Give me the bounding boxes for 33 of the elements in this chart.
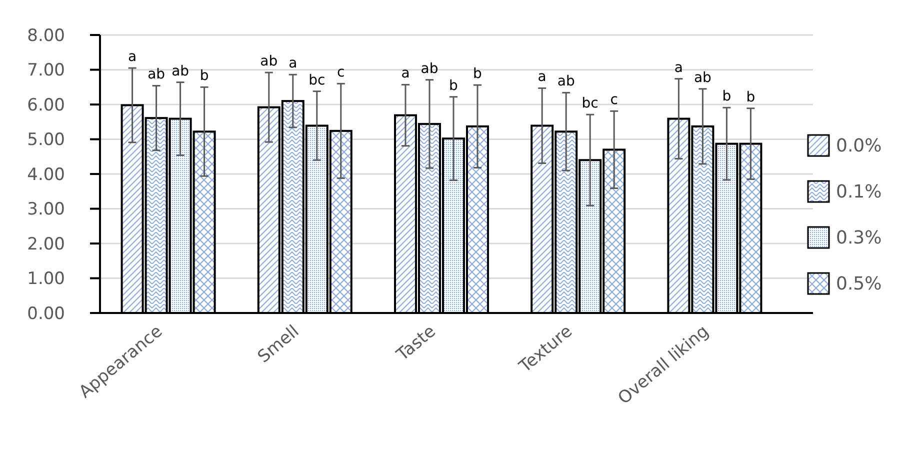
annotation: b — [746, 89, 756, 106]
annotation: ab — [557, 74, 575, 90]
legend-label: 0.0% — [836, 135, 882, 156]
annotation: c — [337, 64, 345, 81]
legend-label: 0.5% — [836, 273, 882, 294]
annotation: ab — [420, 60, 438, 77]
legend-label: 0.3% — [836, 227, 882, 248]
y-tick-label: 3.00 — [27, 200, 65, 220]
annotation: a — [674, 60, 683, 76]
annotation: bc — [582, 96, 598, 112]
annotation: a — [288, 56, 298, 72]
annotation: c — [610, 92, 618, 108]
legend-label: 0.1% — [836, 181, 882, 202]
annotation: ab — [260, 54, 278, 70]
annotation: bc — [308, 72, 326, 88]
annotation: b — [449, 78, 458, 94]
annotation: ab — [694, 70, 712, 86]
y-tick-label: 4.00 — [27, 164, 65, 185]
annotation: a — [128, 49, 137, 66]
annotation: b — [473, 66, 482, 82]
y-tick-label: 1.00 — [27, 269, 65, 290]
annotation: b — [722, 88, 732, 105]
y-tick-label: 0.00 — [27, 304, 65, 324]
y-tick-label: 6.00 — [27, 95, 65, 116]
annotation: a — [538, 69, 546, 86]
annotation: b — [200, 68, 209, 84]
annotation: ab — [172, 63, 190, 80]
y-tick-label: 8.00 — [27, 26, 65, 46]
annotation: a — [401, 66, 410, 82]
annotation: ab — [148, 66, 166, 83]
y-tick-label: 2.00 — [27, 234, 65, 254]
y-tick-label: 7.00 — [27, 60, 65, 81]
y-tick-label: 5.00 — [27, 130, 65, 150]
